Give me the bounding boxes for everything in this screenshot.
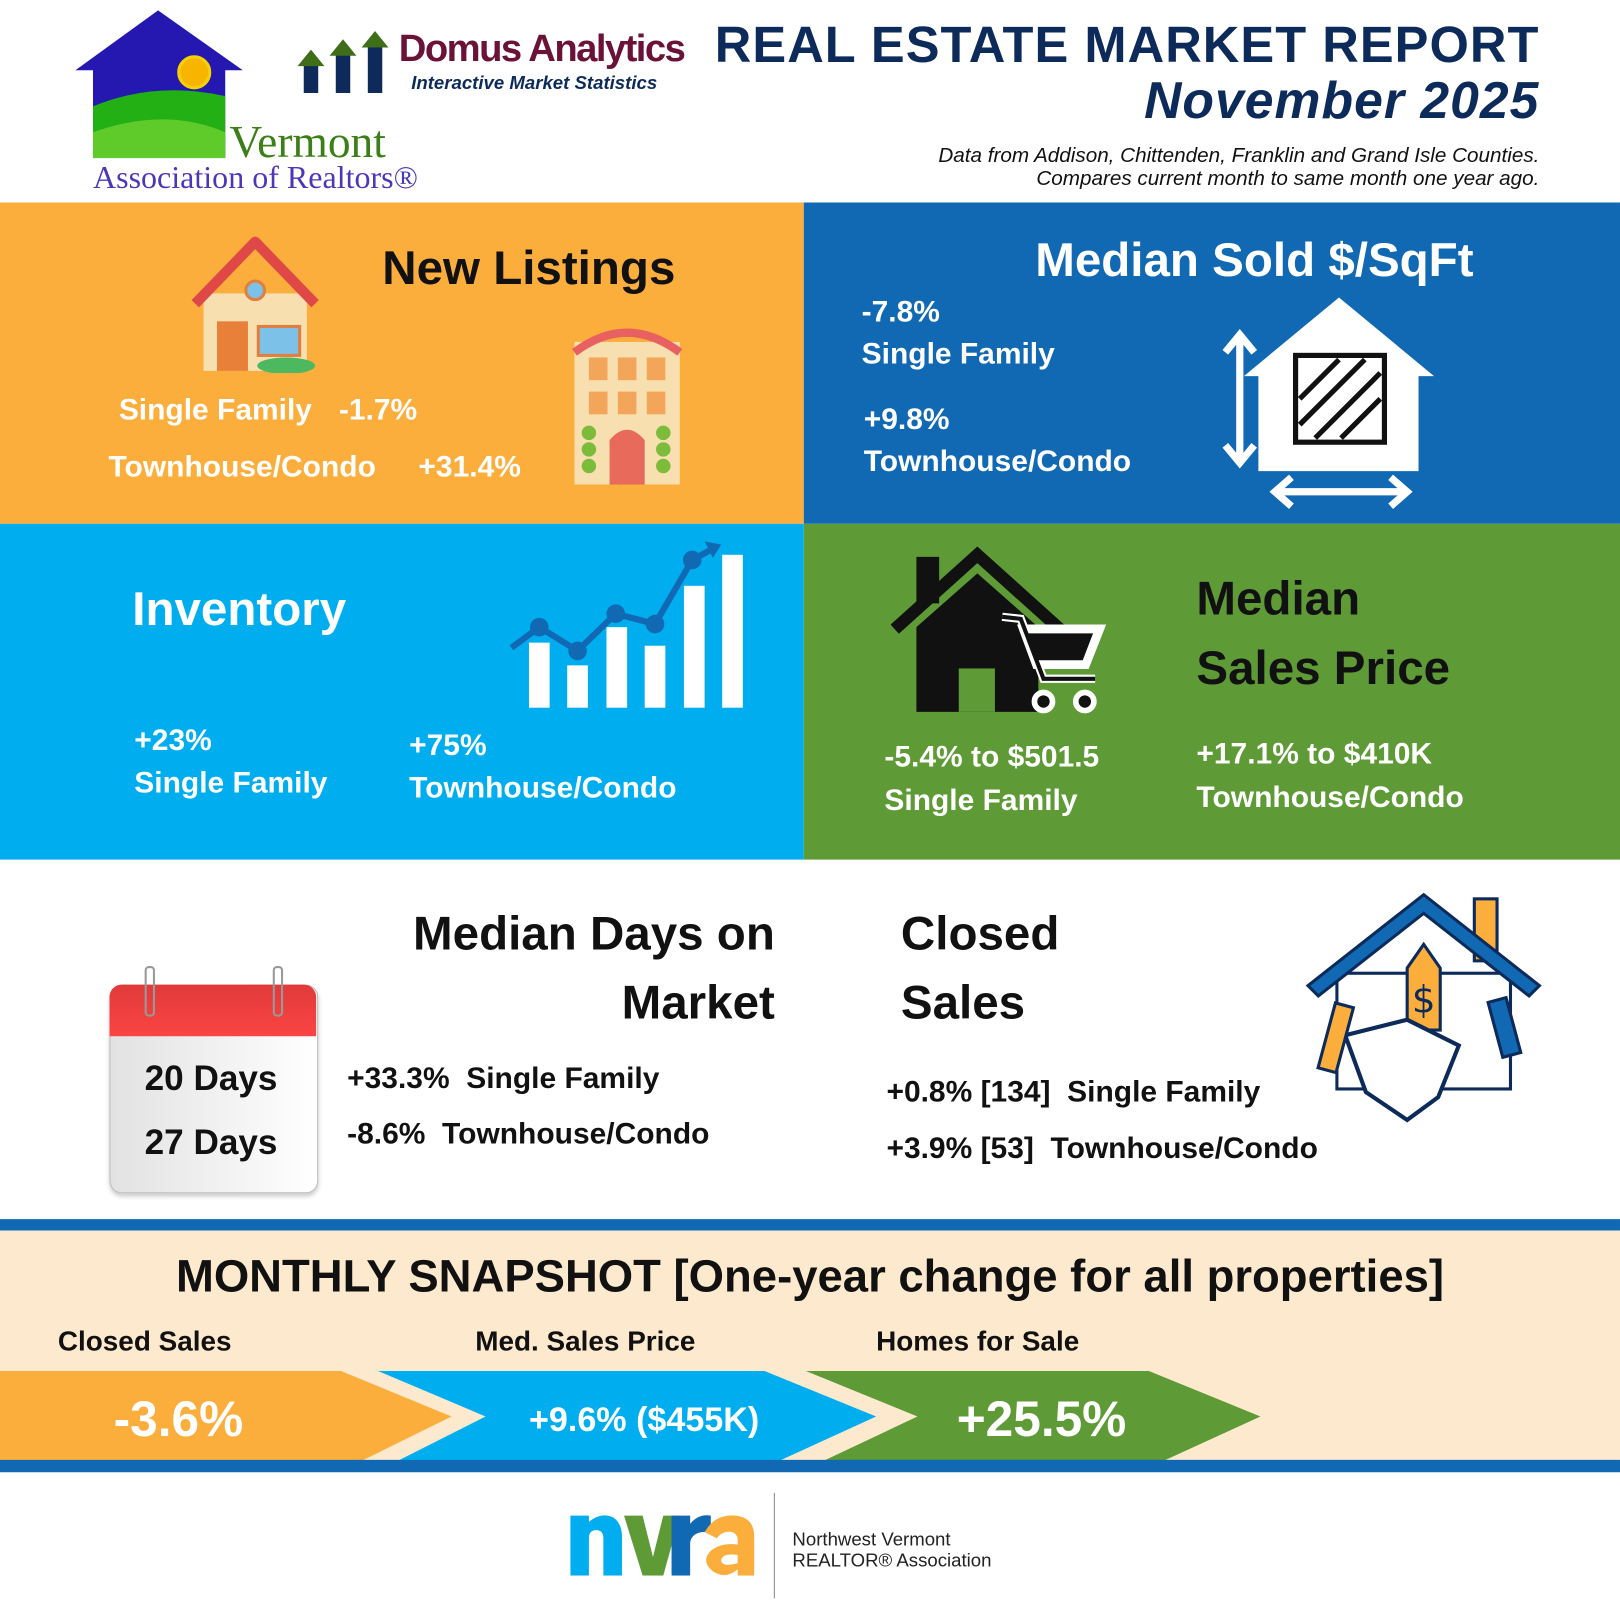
med-price-arrow xyxy=(378,1371,877,1462)
homes-for-sale-arrow xyxy=(805,1371,1261,1462)
new-listings-title: New Listings xyxy=(382,240,676,295)
snapshot-arrows xyxy=(0,1371,1261,1462)
snapshot-panel: MONTHLY SNAPSHOT [One-year change for al… xyxy=(0,1230,1620,1462)
median-price-tc-label: Townhouse/Condo xyxy=(1196,781,1464,815)
snapshot-title: MONTHLY SNAPSHOT [One-year change for al… xyxy=(175,1251,1445,1302)
domus-name: Domus Analytics xyxy=(398,26,686,70)
bar-arrows-icon xyxy=(297,30,389,93)
median-price-sf-label: Single Family xyxy=(884,784,1078,818)
closed-sales-sf-line: +0.8% [134] Single Family xyxy=(886,1075,1261,1109)
house-sun-logo-icon xyxy=(75,10,243,159)
inventory-sf-label: Single Family xyxy=(134,766,328,800)
snapshot-top-bar xyxy=(0,1219,1620,1231)
footer-org-line1: Northwest Vermont xyxy=(792,1529,951,1550)
nvra-logo-mark xyxy=(570,1515,755,1576)
footer-org-line2: REALTOR® Association xyxy=(792,1549,992,1571)
median-sqft-sf-label: Single Family xyxy=(861,337,1055,371)
townhouse-icon xyxy=(571,328,683,485)
median-sqft-sf-value: -7.8% xyxy=(861,295,940,329)
closed-sales-title-1: Closed xyxy=(900,906,1060,960)
dom-sf-line: +33.3% Single Family xyxy=(347,1062,660,1096)
new-listings-panel: New Listings Single Family -1.7% Townhou… xyxy=(0,202,804,524)
inventory-sf-value: +23% xyxy=(134,724,212,758)
var-logo-vermont: Vermont xyxy=(229,116,386,168)
snapshot-label-homes-for-sale: Homes for Sale xyxy=(876,1325,1080,1357)
data-note-2: Compares current month to same month one… xyxy=(1036,167,1540,191)
growth-chart-icon xyxy=(509,541,743,708)
new-listings-sf-value: -1.7% xyxy=(338,393,418,427)
snapshot-bottom-bar xyxy=(0,1459,1620,1473)
nvra-logo: Northwest Vermont REALTOR® Association xyxy=(570,1492,1004,1601)
median-price-title-2: Sales Price xyxy=(1196,640,1451,695)
median-price-sf-value: -5.4% to $501.5 xyxy=(884,740,1100,774)
snapshot-label-med-price: Med. Sales Price xyxy=(475,1325,696,1357)
data-note-1: Data from Addison, Chittenden, Franklin … xyxy=(938,144,1540,168)
report-title: REAL ESTATE MARKET REPORT xyxy=(714,17,1540,74)
closed-sales-arrow xyxy=(0,1371,452,1462)
var-logo-assoc: Association of Realtors® xyxy=(92,159,418,196)
median-price-tc-value: +17.1% to $410K xyxy=(1196,737,1433,771)
snapshot-value-homes-for-sale: +25.5% xyxy=(956,1392,1127,1448)
dom-title-1: Median Days on xyxy=(413,906,775,960)
closed-sales-title-2: Sales xyxy=(900,975,1026,1030)
report-month: November 2025 xyxy=(1144,71,1540,130)
new-listings-tc-value: +31.4% xyxy=(418,450,521,484)
dom-tc-days: 27 Days xyxy=(144,1123,278,1163)
median-price-title-1: Median xyxy=(1196,571,1361,626)
median-sqft-panel: Median Sold $/SqFt -7.8% Single Family +… xyxy=(803,202,1620,524)
dom-tc-line: -8.6% Townhouse/Condo xyxy=(347,1117,710,1151)
domus-tagline: Interactive Market Statistics xyxy=(411,72,658,93)
closed-sales-tc-line: +3.9% [53] Townhouse/Condo xyxy=(886,1132,1318,1166)
inventory-panel: Inventory +23% Single Family +75% Townho… xyxy=(0,523,804,860)
snapshot-label-closed-sales: Closed Sales xyxy=(57,1325,232,1357)
dom-title-2: Market xyxy=(621,975,775,1030)
house-icon xyxy=(191,236,319,373)
snapshot-value-closed-sales: -3.6% xyxy=(113,1392,244,1448)
dom-sf-days: 20 Days xyxy=(144,1058,278,1099)
median-price-panel: Median Sales Price -5.4% to $501.5 Singl… xyxy=(803,523,1620,860)
inventory-title: Inventory xyxy=(132,581,347,636)
new-listings-sf-label: Single Family xyxy=(118,393,312,427)
inventory-tc-label: Townhouse/Condo xyxy=(409,771,677,805)
house-area-icon xyxy=(1222,297,1435,509)
house-handshake-icon: $ xyxy=(1305,892,1542,1123)
snapshot-value-med-price: +9.6% ($455K) xyxy=(528,1399,760,1439)
footer-divider xyxy=(773,1492,775,1599)
var-logo: Vermont Association of Realtors® xyxy=(72,8,423,199)
median-sqft-tc-value: +9.8% xyxy=(863,402,950,436)
domus-logo: Domus Analytics Interactive Market Stati… xyxy=(297,27,711,103)
calendar-icon: 20 Days 27 Days xyxy=(109,966,319,1194)
inventory-tc-value: +75% xyxy=(409,729,487,763)
new-listings-tc-label: Townhouse/Condo xyxy=(108,450,376,484)
median-sqft-title: Median Sold $/SqFt xyxy=(1035,232,1474,287)
median-sqft-tc-label: Townhouse/Condo xyxy=(863,445,1132,479)
house-cart-icon xyxy=(890,546,1107,714)
svg-text:$: $ xyxy=(1412,977,1436,1021)
